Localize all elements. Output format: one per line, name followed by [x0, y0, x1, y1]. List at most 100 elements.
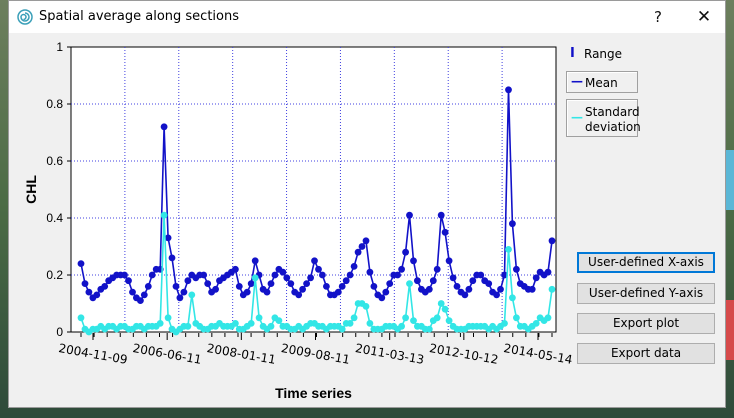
data-point-mean: [160, 123, 168, 131]
data-point-mean: [212, 285, 220, 293]
y-tick-label: 1: [56, 40, 63, 54]
x-tick-label: 2004-11-09: [57, 341, 128, 367]
data-point-std: [267, 322, 275, 330]
data-point-mean: [267, 280, 275, 287]
close-button[interactable]: ✕: [696, 7, 712, 27]
data-point-mean: [263, 288, 271, 296]
data-point-mean: [386, 280, 394, 287]
data-point-mean: [235, 283, 243, 290]
user-defined-x-axis-button[interactable]: User-defined X-axis: [577, 252, 715, 273]
legend-item-mean: — Mean: [566, 71, 638, 93]
data-point-mean: [125, 277, 132, 285]
data-point-mean: [121, 271, 128, 279]
export-data-button[interactable]: Export data: [577, 343, 715, 364]
data-point-std: [362, 303, 370, 310]
window-title: Spatial average along sections: [39, 9, 239, 24]
data-point-mean: [279, 268, 287, 276]
data-point-mean: [402, 248, 409, 256]
data-point-mean: [164, 234, 172, 242]
data-point-mean: [532, 274, 540, 282]
data-point-mean: [544, 268, 552, 276]
help-button[interactable]: ?: [654, 8, 662, 26]
data-point-std: [445, 317, 453, 324]
data-point-mean: [81, 280, 89, 287]
data-point-mean: [509, 220, 516, 228]
data-point-mean: [232, 265, 239, 273]
data-point-mean: [445, 257, 453, 265]
y-tick-label: 0: [56, 325, 63, 339]
data-point-mean: [358, 243, 366, 250]
data-point-mean: [168, 254, 176, 262]
legend-label-mean: Mean: [585, 76, 618, 90]
data-point-mean: [342, 277, 350, 285]
data-point-mean: [528, 285, 536, 293]
data-point-mean: [354, 248, 362, 256]
data-point-std: [188, 291, 196, 299]
data-point-mean: [200, 271, 208, 279]
data-point-mean: [425, 285, 433, 293]
data-point-mean: [410, 257, 417, 265]
data-point-std: [77, 314, 85, 322]
legend-label-std-2: deviation: [585, 120, 641, 134]
data-point-std: [164, 314, 172, 322]
data-point-mean: [406, 211, 413, 219]
data-point-mean: [449, 274, 457, 282]
data-point-std: [398, 322, 405, 330]
data-point-std: [156, 320, 164, 327]
data-point-mean: [350, 263, 358, 270]
data-point-mean: [311, 257, 318, 265]
data-point-mean: [77, 260, 85, 267]
y-axis-title: CHL: [23, 175, 39, 204]
y-tick-label: 0.4: [46, 211, 63, 225]
data-point-mean: [461, 291, 469, 299]
data-point-mean: [469, 277, 477, 285]
y-tick-label: 0.6: [46, 154, 63, 168]
data-point-std: [255, 314, 263, 322]
data-point-mean: [247, 280, 255, 287]
data-point-mean: [287, 280, 295, 287]
data-point-mean: [184, 277, 192, 285]
data-point-mean: [346, 271, 354, 279]
data-point-std: [232, 320, 239, 327]
data-point-std: [350, 314, 358, 322]
data-point-mean: [465, 285, 473, 293]
x-axis-title: Time series: [275, 385, 352, 401]
data-point-mean: [513, 265, 520, 273]
export-plot-button[interactable]: Export plot: [577, 313, 715, 334]
y-tick-label: 0.2: [46, 268, 63, 282]
data-point-mean: [176, 294, 184, 302]
data-point-mean: [437, 211, 445, 219]
data-point-mean: [433, 265, 441, 273]
data-point-mean: [303, 280, 310, 287]
data-point-mean: [370, 283, 378, 290]
data-point-mean: [505, 86, 512, 94]
data-point-mean: [172, 283, 180, 290]
data-point-std: [160, 211, 168, 219]
data-point-mean: [362, 237, 370, 245]
data-point-std: [433, 314, 441, 322]
data-point-std: [425, 325, 433, 333]
data-point-mean: [453, 283, 461, 290]
data-point-mean: [271, 271, 279, 279]
data-point-mean: [204, 280, 212, 287]
data-point-std: [513, 314, 520, 322]
legend-item-std: — Standard deviation: [566, 99, 641, 137]
user-defined-y-axis-button[interactable]: User-defined Y-axis: [577, 283, 715, 304]
data-point-mean: [394, 271, 401, 279]
data-point-std: [441, 305, 449, 313]
data-point-mean: [137, 297, 144, 304]
data-point-std: [346, 320, 354, 327]
data-point-mean: [140, 291, 148, 299]
data-point-std: [366, 320, 374, 327]
plot-area: [70, 46, 557, 333]
dialog-window: Spatial average along sections ? ✕ 0 0.2 0…: [8, 0, 726, 408]
data-point-mean: [441, 228, 449, 236]
data-point-mean: [319, 271, 326, 279]
x-tick-label: 2006-06-11: [132, 341, 203, 367]
x-tick-label: 2011-03-13: [354, 341, 425, 367]
data-point-std: [532, 320, 540, 327]
x-tick-label: 2008-01-11: [206, 341, 277, 367]
spiral-app-icon: [17, 9, 33, 25]
data-point-mean: [501, 271, 508, 279]
data-point-mean: [334, 288, 342, 296]
